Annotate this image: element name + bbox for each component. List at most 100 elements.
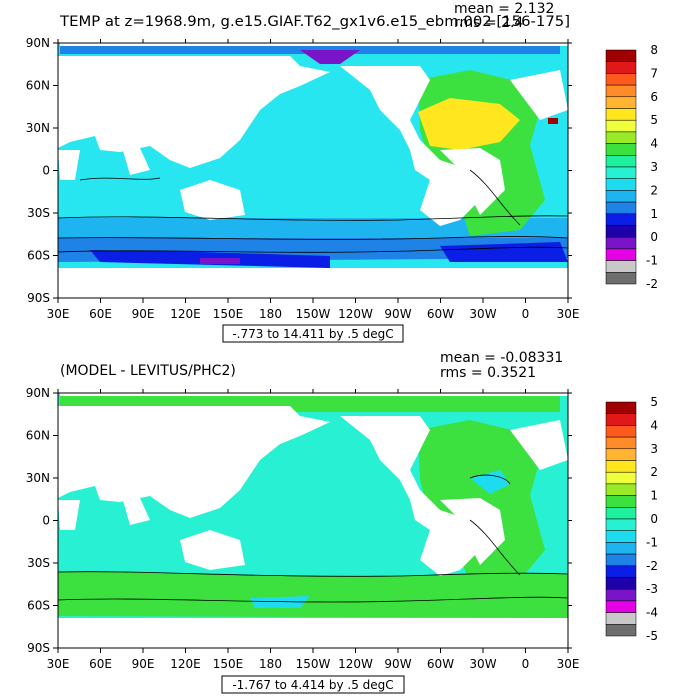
colorbar-label: 2 [650,183,658,197]
x-tick-label: 180 [259,307,282,321]
colorbar-swatch [605,213,637,226]
colorbar-swatch [605,108,637,121]
panel-2-title: (MODEL - LEVITUS/PHC2) [60,363,236,379]
panel-2-region-southern-band [58,571,568,618]
panel-1-land [58,43,568,298]
y-tick-label: 0 [42,164,50,178]
colorbar-label: -3 [646,582,658,596]
colorbar-swatch [605,143,637,156]
colorbar-swatch [605,96,637,109]
colorbar-label: 8 [650,43,658,57]
panel-2-region-subtropical-atlantic [470,470,510,494]
y-tick-label: 30N [26,121,50,135]
panel-1-region-arctic-purple [300,50,360,64]
colorbar-label: 7 [650,66,658,80]
colorbar-swatch [605,588,637,602]
colorbar-swatch [605,507,637,520]
colorbar-swatch [605,448,637,461]
panel-2-colorbar: 5 4 3 2 1 0 -1 -2 -3 -4 -5 [605,395,658,643]
colorbar-label: -2 [646,277,658,291]
x-tick-label: 90W [384,307,411,321]
colorbar-swatch [605,577,637,590]
colorbar-label: -5 [646,629,658,643]
panel-1-range-label: -.773 to 14.411 by .5 degC [232,327,393,341]
colorbar-swatch [605,530,637,543]
x-tick-label: 60E [89,657,112,671]
colorbar-swatch [605,84,637,98]
colorbar-swatch [605,600,637,613]
colorbar-label: -2 [646,559,658,573]
panel-2-map [58,393,568,648]
x-tick-label: 150E [213,657,244,671]
colorbar-swatch [605,624,637,637]
y-tick-label: 90N [26,36,50,50]
colorbar-swatch [605,49,637,62]
panel-difference: (MODEL - LEVITUS/PHC2) mean = -0.08331 r… [26,350,658,694]
x-tick-label: 120W [338,657,373,671]
colorbar-swatch [605,119,637,133]
colorbar-swatch [605,73,637,86]
colorbar-label: 0 [650,512,658,526]
colorbar-label: -1 [646,254,658,268]
y-tick-label: 30N [26,471,50,485]
panel-1-region-antarctic-purple [200,258,240,264]
colorbar-swatch [605,225,637,238]
colorbar-label: 1 [650,489,658,503]
colorbar-swatch [605,248,637,261]
x-tick-label: 180 [259,657,282,671]
panel-1-contours [58,169,568,253]
colorbar-swatch [605,612,637,625]
panel-1-mean: mean = 2.132 [454,1,554,17]
x-tick-label: 90W [384,657,411,671]
x-tick-label: 60E [89,307,112,321]
colorbar-swatch [605,178,637,191]
x-tick-label: 30W [469,307,496,321]
x-tick-label: 90E [132,307,155,321]
x-tick-label: 30E [557,307,580,321]
colorbar-swatch [605,61,637,74]
colorbar-swatch [605,131,637,144]
x-tick-label: 30E [47,307,70,321]
y-tick-label: 30S [27,206,50,220]
panel-1-region-med-outflow [548,118,558,124]
y-tick-label: 0 [42,514,50,528]
x-tick-label: 150W [296,657,331,671]
panel-2-axis-x: 30E 60E 90E 120E 150E 180 150W 120W 90W 60W 30W 0 30… [47,389,579,671]
colorbar-swatch [605,460,637,473]
colorbar-swatch [605,272,637,285]
colorbar-label: 3 [650,442,658,456]
colorbar-label: 2 [650,465,658,479]
y-tick-label: 60S [27,249,50,263]
colorbar-label: 6 [650,90,658,104]
colorbar-swatch [605,413,637,426]
panel-2-mean: mean = -0.08331 [440,350,563,366]
colorbar-label: 5 [650,395,658,409]
panel-2-axis-y: 90N 60N 30N 0 30S 60S 90S [26,386,572,655]
y-tick-label: 90N [26,386,50,400]
colorbar-label: -1 [646,535,658,549]
colorbar-swatch [605,260,637,273]
panel-1-axis-x: 30E 60E 90E 120E 150E 180 150W 120W 90W 60W 30W 0 30… [47,39,580,321]
x-tick-label: 150E [213,307,244,321]
y-tick-label: 60N [26,79,50,93]
x-tick-label: 0 [522,307,530,321]
colorbar-label: 5 [650,113,658,127]
colorbar-swatch [605,436,637,450]
colorbar-swatch [605,542,637,555]
panel-1-colorbar: 8 7 6 5 4 3 2 1 0 -1 -2 [605,43,658,291]
colorbar-swatch [605,565,637,578]
panel-2-rms: rms = 0.3521 [440,365,536,381]
panel-2-range-label: -1.767 to 4.414 by .5 degC [232,678,393,692]
panel-temperature: TEMP at z=1968.9m, g.e15.GIAF.T62_gx1v6.… [26,1,658,343]
colorbar-swatch [605,518,637,531]
x-tick-label: 60W [427,657,454,671]
colorbar-swatch [605,190,637,203]
panel-1-rms: rms = 2.4 [454,15,523,31]
colorbar-swatch [605,236,637,250]
colorbar-swatch [605,166,637,179]
colorbar-swatch [605,553,637,567]
y-tick-label: 30S [27,556,50,570]
colorbar-label: -4 [646,606,658,620]
y-tick-label: 60S [27,599,50,613]
